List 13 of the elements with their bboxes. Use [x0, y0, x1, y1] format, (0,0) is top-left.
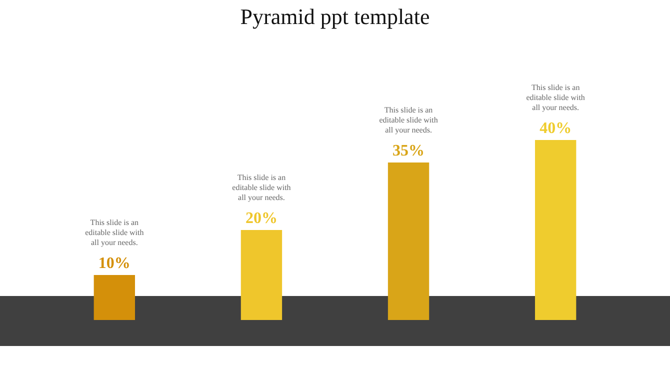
bar — [535, 140, 576, 320]
text: This slide is an editable slide with all your needs. — [526, 83, 585, 112]
data-label: 40% — [540, 120, 572, 137]
bar — [94, 275, 135, 320]
chart-title: Pyramid ppt template — [239, 4, 431, 30]
data-label: 35% — [392, 142, 425, 160]
annotation: This slide is an editable slide with all your needs. — [232, 173, 291, 202]
annotation: This slide is an editable slide with all your needs. — [85, 218, 144, 247]
bar — [388, 162, 430, 320]
bar — [240, 230, 282, 320]
data-label: 20% — [245, 210, 278, 227]
data-label: 10% — [98, 255, 130, 272]
text: This slide is an editable slide with all your needs. — [379, 106, 438, 134]
